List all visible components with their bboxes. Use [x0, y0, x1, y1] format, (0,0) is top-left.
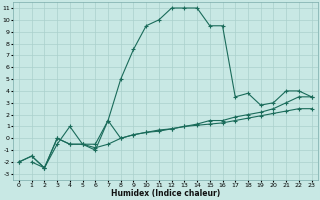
X-axis label: Humidex (Indice chaleur): Humidex (Indice chaleur) [111, 189, 220, 198]
